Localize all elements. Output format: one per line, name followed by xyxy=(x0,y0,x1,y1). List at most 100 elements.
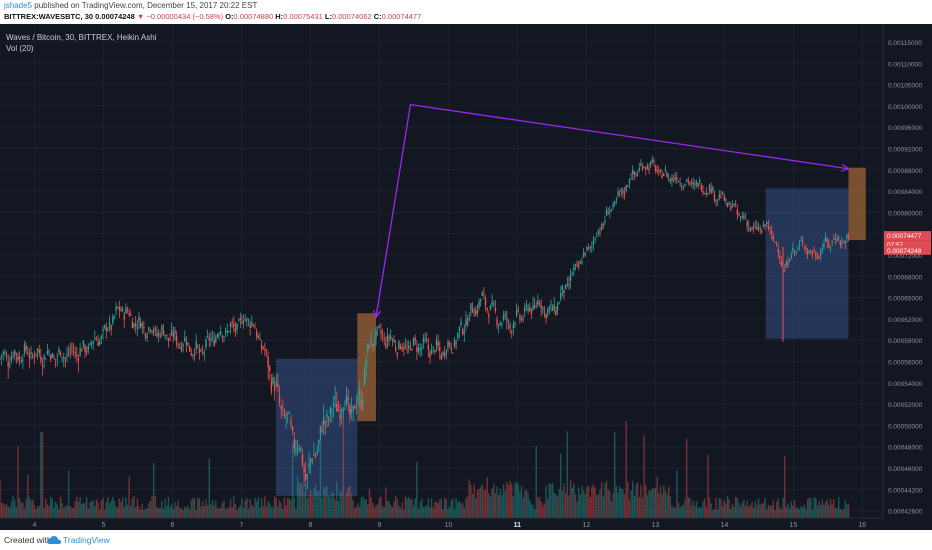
candle-body xyxy=(156,333,158,337)
candle-body xyxy=(202,351,204,353)
candle-body xyxy=(327,418,330,421)
volume-bar xyxy=(540,501,542,518)
candle-body xyxy=(265,349,268,351)
volume-bar xyxy=(640,485,642,518)
volume-bar xyxy=(416,461,418,518)
candle-body xyxy=(198,349,201,354)
candle-body xyxy=(558,303,560,305)
time-axis[interactable]: 4 5 6 7 8 9 10 11 12 13 14 15 16 xyxy=(0,517,932,530)
volume-bar xyxy=(9,507,11,518)
candle-body xyxy=(671,178,673,181)
chart-panel[interactable]: 0.00115000 0.00110000 0.00105000 0.00100000… xyxy=(0,24,932,530)
candle-body xyxy=(282,410,284,412)
candle-body xyxy=(587,247,590,249)
candle-body xyxy=(618,190,621,192)
candle-body xyxy=(532,305,534,310)
candle-body xyxy=(20,360,22,363)
volume-bar xyxy=(622,489,624,518)
price-tick-label: 0.00052000 xyxy=(888,402,923,409)
candle-body xyxy=(27,352,29,355)
volume-bar xyxy=(249,498,251,518)
candle-body xyxy=(738,214,740,216)
volume-bar xyxy=(476,489,479,518)
volume-bar xyxy=(27,474,29,518)
high-value: 0.00075431 xyxy=(283,12,323,21)
volume-bar xyxy=(131,498,134,518)
volume-bar xyxy=(463,507,466,518)
volume-bar xyxy=(659,486,662,518)
candle-body xyxy=(59,351,62,357)
volume-bar xyxy=(305,483,307,518)
volume-bar xyxy=(134,507,137,518)
volume-bar xyxy=(82,503,85,518)
volume-bar xyxy=(448,506,451,518)
candle-body xyxy=(336,403,338,412)
candle-body xyxy=(18,357,21,359)
candle-body xyxy=(787,262,789,265)
price-axis[interactable]: 0.00115000 0.00110000 0.00105000 0.00100000… xyxy=(882,24,932,530)
volume-bar xyxy=(808,497,810,518)
volume-bar xyxy=(46,504,49,518)
price-tick-label: 0.00068000 xyxy=(888,274,923,281)
candle-body xyxy=(535,306,537,308)
volume-bar xyxy=(564,493,567,518)
volume-bar xyxy=(803,505,806,518)
candle-body xyxy=(568,284,570,286)
volume-bar xyxy=(782,497,784,518)
volume-bar xyxy=(393,501,395,518)
candle-body xyxy=(195,341,197,349)
tradingview-brand[interactable]: TradingView xyxy=(63,535,110,545)
candle-body xyxy=(563,290,565,293)
volume-bar xyxy=(511,483,513,518)
volume-bar xyxy=(236,509,238,518)
time-tick-label: 12 xyxy=(582,522,590,529)
price-tick-label: 0.00048000 xyxy=(888,445,923,452)
candle-body xyxy=(578,265,580,267)
volume-bar xyxy=(385,487,387,518)
candle-body xyxy=(49,355,52,360)
candle-body xyxy=(831,240,833,243)
volume-bar xyxy=(582,490,585,518)
candle-body xyxy=(649,161,652,166)
candle-body xyxy=(249,324,251,328)
volume-bar xyxy=(574,493,577,518)
candle-body xyxy=(803,246,806,248)
volume-bar xyxy=(530,503,533,518)
candle-body xyxy=(574,264,577,267)
volume-bar xyxy=(7,506,9,518)
candle-body xyxy=(494,307,497,312)
candle-body xyxy=(339,414,341,419)
volume-bar xyxy=(177,500,179,518)
candle-body xyxy=(368,345,371,348)
volume-bar xyxy=(610,501,613,518)
series-title: Waves / Bitcoin, 30, BITTREX, Heikin Ash… xyxy=(6,33,157,42)
volume-bar xyxy=(489,495,492,518)
volume-bar xyxy=(36,506,39,518)
volume-bar xyxy=(71,507,73,518)
volume-bars xyxy=(0,415,850,518)
candle-body xyxy=(321,430,323,432)
volume-bar xyxy=(128,476,130,518)
price-tick-label: 0.00044200 xyxy=(888,487,923,494)
volume-bar xyxy=(398,505,400,518)
volume-bar xyxy=(816,505,819,518)
candle-body xyxy=(347,398,349,401)
candle-body xyxy=(159,334,161,337)
volume-bar xyxy=(614,431,616,518)
candle-body xyxy=(847,235,850,238)
volume-bar xyxy=(76,496,78,518)
candle-body xyxy=(707,193,709,195)
price-chart[interactable]: 0.00115000 0.00110000 0.00105000 0.00100000… xyxy=(0,24,932,530)
candle-body xyxy=(546,309,549,313)
volume-bar xyxy=(404,496,407,518)
volume-bar xyxy=(118,498,121,518)
volume-bar xyxy=(324,489,327,518)
candle-body xyxy=(64,357,67,359)
candle-body xyxy=(708,185,711,191)
author-link[interactable]: jshade5 xyxy=(4,1,33,10)
volume-indicator-label[interactable]: Vol (20) xyxy=(6,44,34,53)
candle-body xyxy=(396,353,398,355)
volume-bar xyxy=(649,491,652,518)
time-tick-label: 7 xyxy=(239,522,243,529)
candle-body xyxy=(82,340,85,346)
